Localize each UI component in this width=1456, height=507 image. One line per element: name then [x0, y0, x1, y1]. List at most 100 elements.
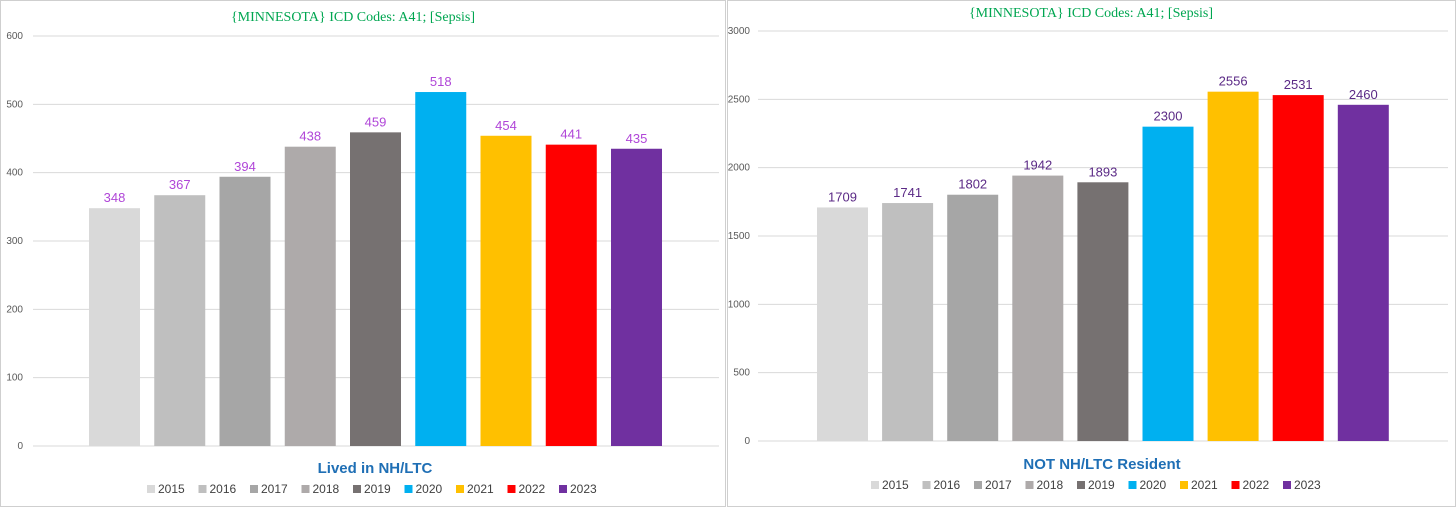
- legend-swatch: [1077, 481, 1085, 489]
- bars: [817, 91, 1389, 442]
- legend-label: 2023: [570, 482, 597, 496]
- data-label: 435: [626, 131, 648, 146]
- bar-2015: [817, 207, 868, 441]
- y-tick-label: 500: [6, 99, 23, 110]
- data-label: 2556: [1219, 74, 1248, 89]
- chart-left-svg: {MINNESOTA} ICD Codes: A41; [Sepsis] 0 10…: [6, 10, 719, 496]
- legend-swatch: [974, 481, 982, 489]
- legend-label: 2021: [1191, 478, 1218, 492]
- data-label: 348: [104, 190, 126, 205]
- chart-title: {MINNESOTA} ICD Codes: A41; [Sepsis]: [231, 10, 475, 25]
- chart-right-svg: {MINNESOTA} ICD Codes: A41; [Sepsis] 0 50…: [728, 6, 1448, 492]
- y-tick-label: 2000: [728, 163, 750, 174]
- legend-swatch: [456, 485, 464, 493]
- legend-label: 2019: [1088, 478, 1115, 492]
- legend-label: 2017: [261, 482, 288, 496]
- bar-2017: [947, 194, 999, 441]
- y-tick-label: 400: [6, 168, 23, 179]
- data-label: 1741: [893, 185, 922, 200]
- y-tick-label: 3000: [728, 26, 750, 37]
- legend-label: 2016: [934, 478, 961, 492]
- legend-label: 2023: [1294, 478, 1321, 492]
- data-label: 1942: [1023, 158, 1052, 173]
- y-tick-label: 600: [6, 31, 23, 42]
- legend-label: 2022: [519, 482, 546, 496]
- legend-label: 2017: [985, 478, 1012, 492]
- legend-swatch: [1025, 481, 1034, 489]
- bar-2020: [415, 92, 467, 447]
- bars: [89, 92, 662, 447]
- data-label: 1893: [1088, 164, 1117, 179]
- legend-swatch: [1231, 481, 1240, 489]
- data-label: 1802: [958, 177, 987, 192]
- legend: 2015 2016 2017 2018 2019 2020 2021 2022 2023: [871, 478, 1321, 492]
- data-label: 2300: [1154, 109, 1183, 124]
- y-tick-label: 0: [744, 436, 750, 447]
- bar-2015: [89, 208, 140, 446]
- y-tick-label: 100: [6, 373, 23, 384]
- bar-2018: [284, 146, 336, 446]
- legend-swatch: [147, 485, 155, 493]
- data-label: 518: [430, 74, 452, 89]
- data-label: 459: [365, 114, 387, 129]
- bar-2019: [1077, 182, 1129, 442]
- bar-2019: [350, 132, 401, 446]
- legend-swatch: [507, 485, 516, 493]
- legend-label: 2016: [210, 482, 237, 496]
- data-label: 438: [299, 129, 321, 144]
- y-tick-label: 300: [6, 236, 23, 247]
- bar-2020: [1142, 126, 1194, 442]
- legend-swatch: [1128, 481, 1137, 489]
- data-label: 441: [560, 127, 582, 142]
- chart-subtitle: NOT NH/LTC Resident: [1023, 456, 1180, 473]
- legend-label: 2020: [1140, 478, 1167, 492]
- y-tick-labels: 0 100 200 300 400 500 600: [6, 31, 23, 452]
- legend-swatch: [922, 481, 931, 489]
- bar-2018: [1012, 175, 1064, 442]
- legend-label: 2022: [1243, 478, 1270, 492]
- legend-swatch: [871, 481, 879, 489]
- data-labels: 348 367 394 438 459 518 454 441 435: [104, 74, 648, 205]
- legend: 2015 2016 2017 2018 2019 2020 2021 2022 2023: [147, 482, 597, 496]
- legend-label: 2018: [1037, 478, 1064, 492]
- legend-swatch: [353, 485, 361, 493]
- data-label: 2460: [1349, 87, 1378, 102]
- data-label: 394: [234, 159, 256, 174]
- bar-2016: [154, 195, 206, 446]
- y-tick-label: 1000: [728, 299, 750, 310]
- bar-2021: [480, 135, 532, 446]
- bar-2022: [545, 144, 597, 446]
- legend-label: 2015: [882, 478, 909, 492]
- bar-2016: [882, 203, 934, 441]
- legend-label: 2019: [364, 482, 391, 496]
- chart-subtitle: Lived in NH/LTC: [318, 460, 433, 477]
- chart-title: {MINNESOTA} ICD Codes: A41; [Sepsis]: [969, 6, 1213, 21]
- bar-2017: [219, 176, 271, 446]
- legend-swatch: [404, 485, 413, 493]
- legend-label: 2015: [158, 482, 185, 496]
- data-label: 2531: [1284, 77, 1313, 92]
- y-tick-label: 200: [6, 304, 23, 315]
- data-labels: 1709 1741 1802 1942 1893 2300 2556 2531 2460: [828, 74, 1378, 205]
- y-tick-label: 500: [733, 368, 750, 379]
- legend-swatch: [301, 485, 310, 493]
- legend-swatch: [198, 485, 207, 493]
- legend-label: 2018: [313, 482, 340, 496]
- bar-2021: [1207, 91, 1259, 442]
- chart-panel-left: {MINNESOTA} ICD Codes: A41; [Sepsis] 0 10…: [0, 0, 726, 507]
- data-label: 1709: [828, 189, 857, 204]
- legend-swatch: [559, 485, 567, 493]
- chart-panel-right: {MINNESOTA} ICD Codes: A41; [Sepsis] 0 50…: [727, 0, 1456, 507]
- legend-swatch: [250, 485, 258, 493]
- data-label: 367: [169, 177, 191, 192]
- bar-2023: [1337, 104, 1389, 442]
- y-tick-label: 2500: [728, 94, 750, 105]
- legend-label: 2021: [467, 482, 494, 496]
- legend-label: 2020: [416, 482, 443, 496]
- y-tick-labels: 0 500 1000 1500 2000 2500 3000: [728, 26, 750, 447]
- y-tick-label: 1500: [728, 231, 750, 242]
- legend-swatch: [1283, 481, 1291, 489]
- bar-2023: [611, 148, 662, 446]
- y-tick-label: 0: [17, 441, 23, 452]
- legend-swatch: [1180, 481, 1188, 489]
